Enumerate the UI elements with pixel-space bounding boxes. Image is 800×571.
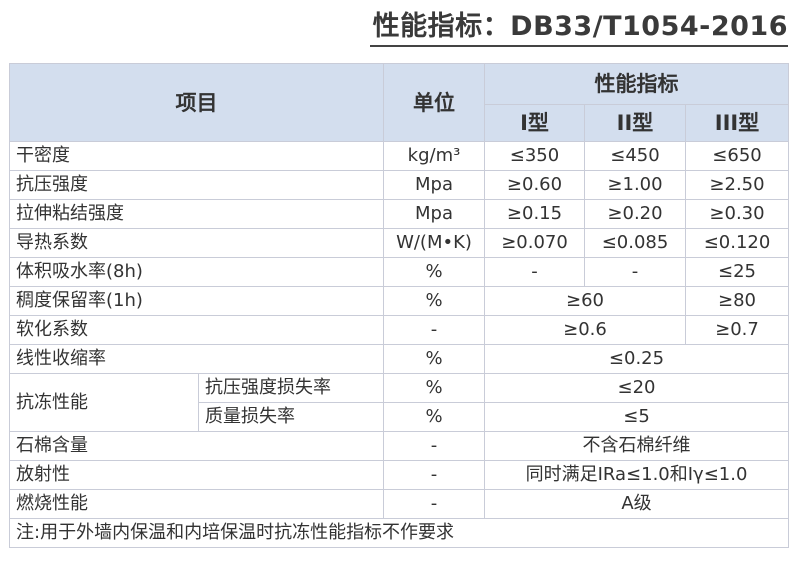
table-row: 体积吸水率(8h)% - - ≤25	[9, 257, 790, 287]
row-unit: %	[383, 373, 485, 403]
row-value: ≤0.25	[483, 344, 790, 374]
row-value: -	[484, 257, 585, 287]
header-performance: 性能指标	[483, 63, 790, 105]
row-unit: Mpa	[383, 199, 485, 229]
row-value: ≥0.20	[584, 199, 686, 229]
row-unit: kg/m³	[383, 141, 485, 171]
row-unit: W/(M•K)	[383, 228, 485, 258]
row-item: 软化系数	[9, 315, 384, 345]
row-item: 干密度	[9, 141, 384, 171]
row-value: ≥1.00	[584, 170, 686, 200]
row-value: ≤20	[483, 373, 790, 403]
row-value: ≥0.15	[484, 199, 585, 229]
row-unit: -	[383, 315, 485, 345]
row-unit: -	[383, 460, 485, 490]
table-row: 拉伸粘结强度 Mpa ≥0.15 ≥0.20 ≥0.30	[9, 199, 790, 229]
page-title: 性能指标：DB33/T1054-2016	[372, 11, 788, 42]
row-unit: -	[383, 431, 485, 461]
row-value: ≤650	[684, 141, 790, 171]
row-unit: %	[383, 257, 485, 287]
row-value: ≤450	[584, 141, 686, 171]
row-value: 不含石棉纤维	[483, 431, 790, 461]
row-value: 同时满足IRa≤1.0和Iγ≤1.0	[483, 460, 790, 490]
header-item: 项目	[9, 63, 384, 142]
row-item: 石棉含量	[9, 431, 384, 461]
row-value: ≥0.6	[484, 315, 686, 345]
row-value: ≤350	[484, 141, 585, 171]
header-type-3: III型	[684, 104, 790, 142]
row-unit: %	[383, 344, 485, 374]
row-value: ≥0.7	[684, 315, 790, 345]
row-item: 稠度保留率(1h)	[9, 286, 384, 316]
row-item: 放射性	[9, 460, 384, 490]
table-row: 质量损失率% ≤5	[10, 402, 790, 432]
header-unit: 单位	[383, 63, 485, 142]
row-subitem: 抗压强度损失率	[198, 373, 384, 403]
title-underline	[370, 45, 788, 47]
row-item: 抗冻性能	[9, 373, 199, 432]
table-row: 抗压强度 Mpa ≥0.60 ≥1.00 ≥2.50	[9, 170, 790, 200]
row-item: 体积吸水率(8h)	[9, 257, 384, 287]
row-unit: Mpa	[383, 170, 485, 200]
table-row: 导热系数 W/(M•K) ≥0.070 ≤0.085 ≤0.120	[9, 228, 790, 258]
row-item: 线性收缩率	[9, 344, 384, 374]
table-note: 注:用于外墙内保温和内培保温时抗冻性能指标不作要求	[8, 518, 790, 548]
row-value: ≥0.070	[484, 228, 585, 258]
row-value: A级	[483, 489, 790, 519]
row-item: 燃烧性能	[9, 489, 384, 519]
row-item: 导热系数	[9, 228, 384, 258]
table-row: 燃烧性能 - A级	[9, 489, 790, 519]
performance-table: 项目 单位 性能指标 I型 II型 III型 干密度 kg/m³ ≤350 ≤450 ≤…	[8, 63, 790, 548]
row-subitem: 质量损失率	[198, 402, 384, 432]
header-type-1: I型	[484, 104, 585, 142]
row-value: ≥60	[484, 286, 686, 316]
table-row: 放射性 - 同时满足IRa≤1.0和Iγ≤1.0	[9, 460, 790, 490]
row-value: ≥0.60	[484, 170, 585, 200]
table-row: 抗冻性能 抗压强度损失率% ≤20	[9, 373, 790, 432]
row-value: ≥2.50	[684, 170, 790, 200]
row-value: ≤0.120	[684, 228, 790, 258]
table-row: 软化系数 - ≥0.6 ≥0.7	[9, 315, 790, 345]
row-item: 抗压强度	[9, 170, 384, 200]
row-unit: %	[383, 286, 485, 316]
header-type-2: II型	[584, 104, 686, 142]
row-value: ≤5	[483, 402, 790, 432]
row-unit: %	[383, 402, 485, 432]
row-value: -	[584, 257, 686, 287]
table-row: 稠度保留率(1h)% ≥60 ≥80	[9, 286, 790, 316]
table-row: 线性收缩率% ≤0.25	[9, 344, 790, 374]
row-value: ≤25	[684, 257, 790, 287]
row-value: ≤0.085	[584, 228, 686, 258]
table-row: 注:用于外墙内保温和内培保温时抗冻性能指标不作要求	[8, 518, 790, 548]
row-value: ≥0.30	[684, 199, 790, 229]
row-item: 拉伸粘结强度	[9, 199, 384, 229]
table-row: 石棉含量 - 不含石棉纤维	[9, 431, 790, 461]
row-value: ≥80	[684, 286, 790, 316]
table-row: 干密度 kg/m³ ≤350 ≤450 ≤650	[9, 141, 790, 171]
row-unit: -	[383, 489, 485, 519]
